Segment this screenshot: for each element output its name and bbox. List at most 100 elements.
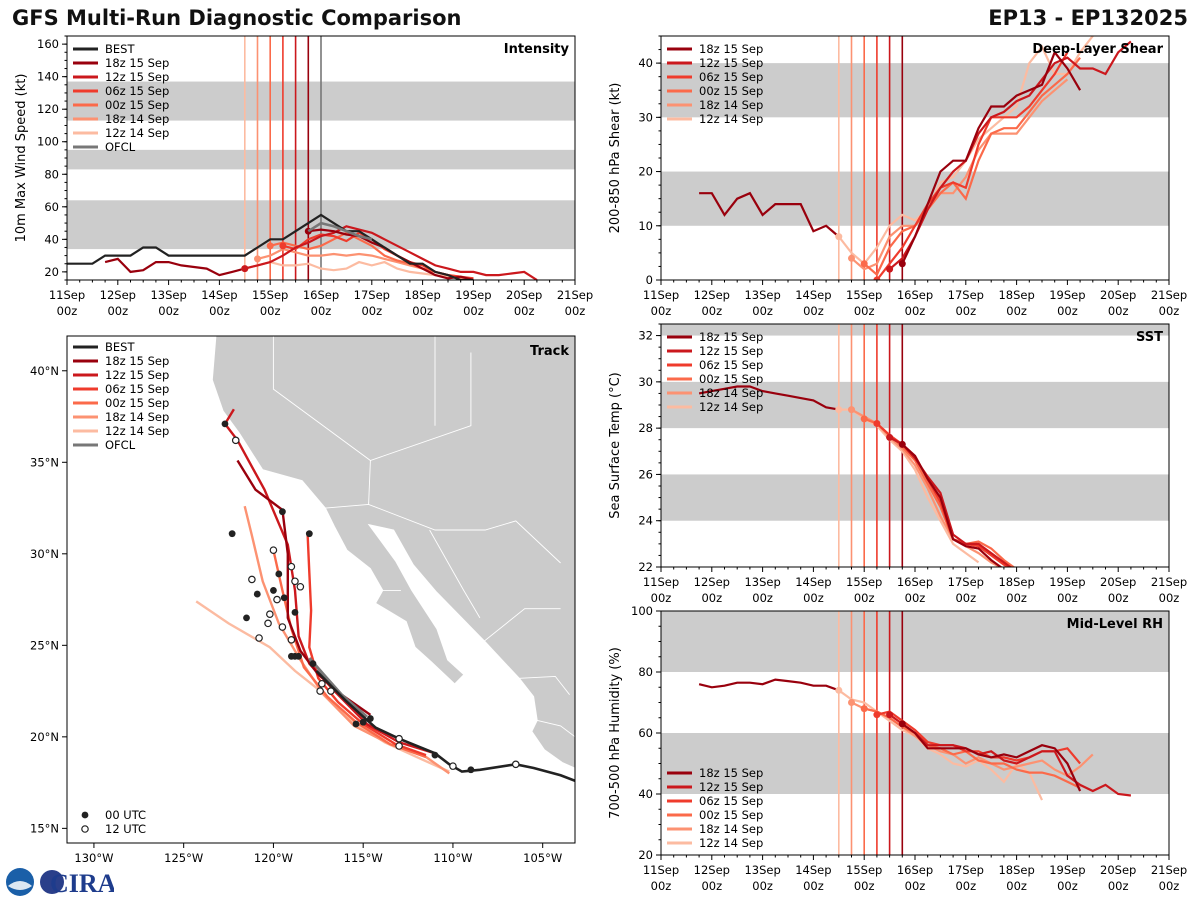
intensity-plot-area <box>67 36 575 280</box>
sst-ytick-label: 32 <box>638 329 653 343</box>
rh-series-1 <box>888 713 1132 797</box>
rh-xtick-label: 14Sep <box>795 863 831 877</box>
intensity-xtick-sublabel: 00z <box>209 304 230 318</box>
intensity-ytick-label: 100 <box>37 135 59 149</box>
intensity-ytick-label: 20 <box>44 265 59 279</box>
sst-legend-label: 06z 15 Sep <box>699 358 763 372</box>
track-ytick-label: 25°N <box>30 638 59 652</box>
intensity-panel: 20 40 60 80 100 120 140 160 11Sep 00z 12Sep 00z 13Se… <box>14 35 593 318</box>
rh-ytick-label: 20 <box>638 848 653 862</box>
track-marker-12utc <box>287 636 296 644</box>
sst-title: SST <box>1136 330 1163 345</box>
track-frame <box>66 335 576 844</box>
rh-xtick-label: 18Sep <box>998 863 1034 877</box>
shear-xtick-label: 20Sep <box>1100 288 1136 302</box>
rh-xtick-sublabel: 00z <box>955 879 976 893</box>
rh-xtick-label: 21Sep <box>1151 863 1187 877</box>
sst-series-start-4 <box>848 406 855 414</box>
sst-xtick-label: 11Sep <box>643 575 679 589</box>
rh-plot-area <box>661 611 1169 855</box>
sst-series-0 <box>901 443 1003 567</box>
track-plot-area <box>195 336 575 783</box>
rh-series-history <box>698 678 840 692</box>
globe-icon <box>40 870 64 894</box>
track-panel: 130°W 125°W 120°W 115°W 110°W 105°W 15°N 20°N 25… <box>30 335 576 865</box>
sst-xtick-sublabel: 00z <box>1159 591 1180 605</box>
track-legend-label: 00z 15 Sep <box>105 396 169 410</box>
shear-series-start-5 <box>835 233 843 241</box>
shear-xtick-sublabel: 00z <box>752 304 773 318</box>
sst-xtick-sublabel: 00z <box>854 591 875 605</box>
intensity-xtick-label: 12Sep <box>100 288 136 302</box>
intensity-ytick-label: 140 <box>37 70 59 84</box>
intensity-legend-label: 06z 15 Sep <box>105 84 169 98</box>
track-marker-12utc <box>264 619 272 628</box>
sst-series-history <box>698 385 839 411</box>
track-marker-00utc <box>366 715 374 722</box>
shear-series-2 <box>876 51 1069 280</box>
intensity-ylabel: 10m Max Wind Speed (kt) <box>14 74 29 243</box>
track-marker-00utc <box>228 530 236 538</box>
sst-series-start-3 <box>860 415 868 423</box>
sst-xtick-label: 20Sep <box>1100 575 1136 589</box>
rh-xtick-label: 13Sep <box>744 863 780 877</box>
track-marker-00utc <box>291 608 299 616</box>
shear-xtick-label: 15Sep <box>846 288 882 302</box>
intensity-series-best <box>67 213 474 280</box>
track-border-1 <box>325 503 561 564</box>
rh-panel: 20 40 60 80 100 11Sep 00z 12Sep 00z 13Sep 00z 14Sep… <box>608 604 1187 893</box>
sst-xtick-sublabel: 00z <box>1006 591 1027 605</box>
sst-series-start-2 <box>873 420 881 428</box>
shear-xtick-label: 12Sep <box>694 288 730 302</box>
track-border-6 <box>483 608 561 643</box>
shear-ytick-label: 20 <box>638 165 653 179</box>
track-marker-12utc <box>255 634 263 642</box>
shear-series-start-1 <box>886 265 894 273</box>
intensity-xtick-sublabel: 00z <box>158 304 179 318</box>
sst-xtick-sublabel: 00z <box>905 591 926 605</box>
rh-legend-label: 18z 15 Sep <box>699 766 763 780</box>
shear-legend-label: 06z 15 Sep <box>699 70 763 84</box>
sst-series-1 <box>889 436 1013 567</box>
track-legend-label: OFCL <box>105 438 136 452</box>
intensity-legend-label: 00z 15 Sep <box>105 98 169 112</box>
intensity-xtick-label: 17Sep <box>354 288 390 302</box>
intensity-xtick-sublabel: 00z <box>514 304 535 318</box>
intensity-title: Intensity <box>504 42 570 57</box>
track-marker-00utc <box>279 508 286 516</box>
sst-series-start-5 <box>835 406 843 414</box>
intensity-xtick-sublabel: 00z <box>260 304 281 318</box>
intensity-xtick-label: 14Sep <box>201 288 237 302</box>
rh-xtick-label: 16Sep <box>897 863 933 877</box>
track-legend-label: 12z 15 Sep <box>105 368 169 382</box>
shear-title: Deep-Layer Shear <box>1032 42 1163 57</box>
sst-xtick-label: 15Sep <box>846 575 882 589</box>
track-marker-12utc <box>273 595 281 604</box>
sst-xtick-sublabel: 00z <box>651 591 672 605</box>
sst-series-start-1 <box>886 433 894 441</box>
intensity-ytick-label: 120 <box>37 102 59 116</box>
rh-xtick-label: 11Sep <box>643 863 679 877</box>
track-marker-00utc <box>253 590 261 598</box>
rh-xtick-label: 15Sep <box>846 863 882 877</box>
track-marker-00utc <box>359 718 367 726</box>
shear-ytick-label: 10 <box>638 219 653 233</box>
rh-legend-label: 12z 14 Sep <box>699 836 763 850</box>
intensity-xtick-label: 15Sep <box>252 288 288 302</box>
track-marker-12utc <box>296 582 305 591</box>
rh-series-5 <box>838 689 1043 801</box>
rh-legend-label: 18z 14 Sep <box>699 822 763 836</box>
intensity-xtick-sublabel: 00z <box>565 304 586 318</box>
intensity-legend-label: 12z 15 Sep <box>105 70 169 84</box>
rh-legend-label: 00z 15 Sep <box>699 808 763 822</box>
intensity-ytick-label: 40 <box>44 232 59 246</box>
track-legend-label: 18z 14 Sep <box>105 410 169 424</box>
intensity-xtick-label: 11Sep <box>49 288 85 302</box>
intensity-xtick-sublabel: 00z <box>107 304 128 318</box>
rh-xtick-sublabel: 00z <box>752 879 773 893</box>
track-marker-00utc <box>243 614 250 622</box>
rh-xtick-label: 19Sep <box>1049 863 1085 877</box>
track-marker-00utc <box>287 652 295 660</box>
track-marker-00utc <box>221 420 229 428</box>
